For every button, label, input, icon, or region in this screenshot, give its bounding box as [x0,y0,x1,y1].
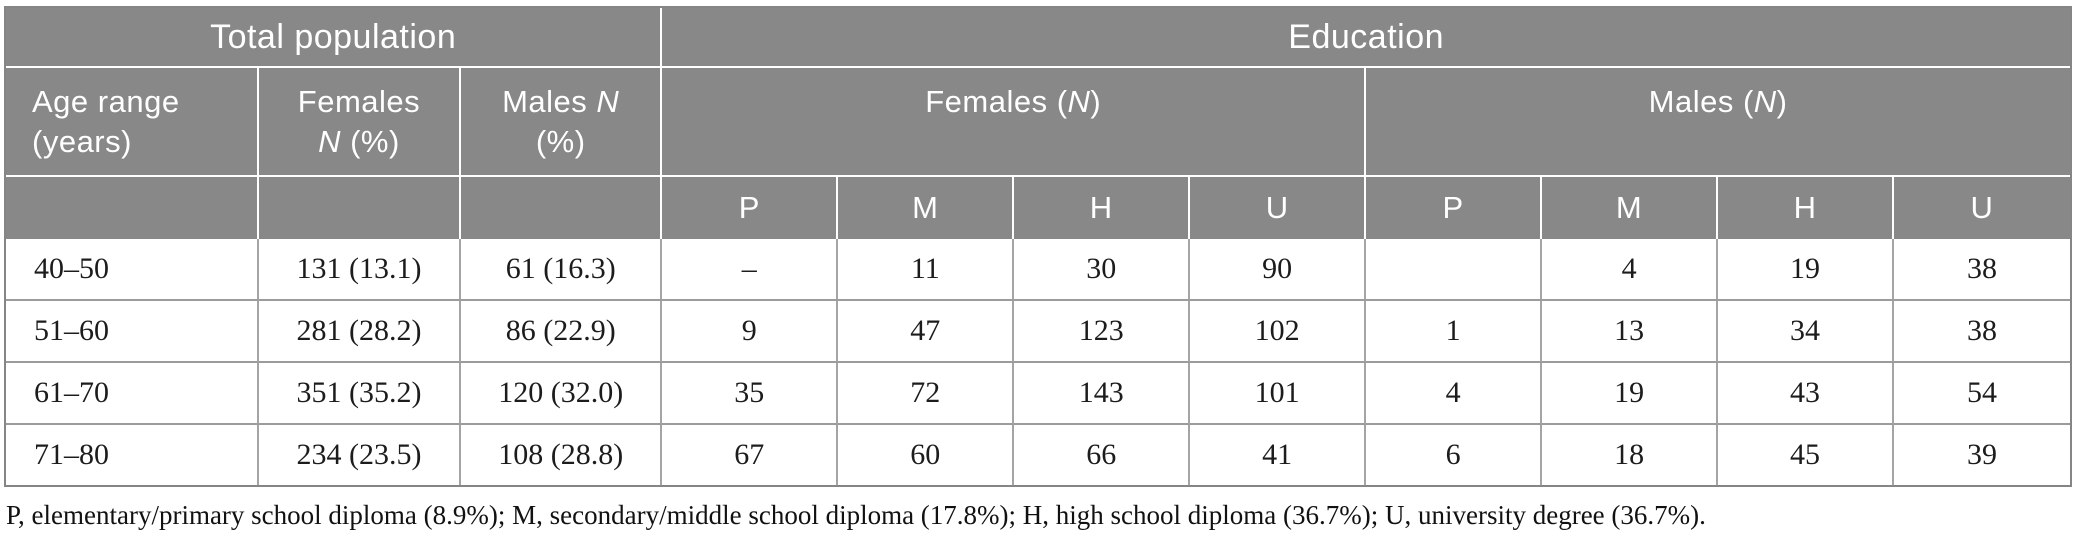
header-males-p: P [1366,177,1543,239]
header-females-u: U [1190,177,1367,239]
cell-females-total: 234 (23.5) [258,425,462,485]
males-n-post: ) [1776,84,1788,119]
cell-males-h: 19 [1718,239,1894,301]
cell-females-total: 131 (13.1) [258,239,462,301]
table-row: 51–60 281 (28.2) 86 (22.9) 9 47 123 102 … [6,301,2070,363]
table-row: 71–80 234 (23.5) 108 (28.8) 67 60 66 41 … [6,425,2070,485]
cell-females-total: 351 (35.2) [258,363,462,425]
females-n-italic: N [1067,84,1091,119]
males-total-line1: Males [502,84,597,119]
females-total-n: N [318,123,341,159]
header-males-total: Males N (%) [461,68,663,177]
header-empty-females [258,177,462,239]
cell-females-p: 67 [662,425,839,485]
males-n-italic: N [1753,84,1777,119]
header-males-u: U [1894,177,2070,239]
header-males-m: M [1542,177,1719,239]
cell-females-p: 35 [662,363,839,425]
cell-females-u: 102 [1190,301,1367,363]
females-n-pre: Females ( [925,84,1068,119]
males-total-n: N [596,84,620,119]
header-education: Education [662,8,2070,68]
header-males-h: H [1718,177,1894,239]
cell-males-total: 108 (28.8) [461,425,663,485]
cell-males-m: 4 [1542,239,1719,301]
females-n-post: ) [1090,84,1102,119]
cell-females-total: 281 (28.2) [258,301,462,363]
table-header: Total population Education Age range (yea… [6,8,2070,239]
cell-males-u: 38 [1894,301,2070,363]
cell-females-h: 123 [1014,301,1191,363]
header-empty-males [461,177,663,239]
males-total-pct: (%) [535,123,586,159]
cell-females-u: 41 [1190,425,1367,485]
header-empty-age [6,177,259,239]
table-body: 40–50 131 (13.1) 61 (16.3) – 11 30 90 4 … [6,239,2070,485]
table-footnote: P, elementary/primary school diploma (8.… [6,500,1706,530]
females-total-pct: (%) [340,123,400,159]
cell-age-range: 40–50 [6,239,259,301]
cell-females-p: – [662,239,839,301]
table-row: 61–70 351 (35.2) 120 (32.0) 35 72 143 10… [6,363,2070,425]
cell-females-h: 143 [1014,363,1191,425]
cell-males-p [1366,239,1543,301]
cell-females-u: 101 [1190,363,1367,425]
females-total-line1: Females [297,84,421,119]
cell-males-p: 6 [1366,425,1543,485]
cell-females-h: 66 [1014,425,1191,485]
cell-males-total: 86 (22.9) [461,301,663,363]
cell-males-p: 4 [1366,363,1543,425]
cell-males-u: 39 [1894,425,2070,485]
cell-males-h: 45 [1718,425,1894,485]
cell-age-range: 61–70 [6,363,259,425]
population-education-table: Total population Education Age range (yea… [4,6,2072,487]
cell-males-h: 34 [1718,301,1894,363]
cell-males-m: 18 [1542,425,1719,485]
header-row-subcolumns: P M H U P M H U [6,177,2070,239]
cell-females-p: 9 [662,301,839,363]
cell-females-u: 90 [1190,239,1367,301]
header-females-m: M [838,177,1015,239]
cell-females-m: 72 [838,363,1015,425]
cell-males-m: 19 [1542,363,1719,425]
cell-females-m: 11 [838,239,1015,301]
cell-males-total: 61 (16.3) [461,239,663,301]
cell-females-m: 47 [838,301,1015,363]
cell-age-range: 51–60 [6,301,259,363]
cell-males-h: 43 [1718,363,1894,425]
header-row-groups: Total population Education [6,8,2070,68]
cell-males-total: 120 (32.0) [461,363,663,425]
header-females-total: Females N (%) [258,68,462,177]
header-age-range: Age range (years) [6,68,259,177]
header-row-columns: Age range (years) Females N (%) Males N (%)… [6,68,2070,177]
cell-females-h: 30 [1014,239,1191,301]
age-range-line2: (years) [32,123,132,159]
header-females-education: Females (N) [662,68,1367,177]
males-n-pre: Males ( [1648,84,1754,119]
cell-age-range: 71–80 [6,425,259,485]
cell-males-p: 1 [1366,301,1543,363]
table-row: 40–50 131 (13.1) 61 (16.3) – 11 30 90 4 … [6,239,2070,301]
cell-males-u: 54 [1894,363,2070,425]
cell-females-m: 60 [838,425,1015,485]
cell-males-m: 13 [1542,301,1719,363]
age-range-line1: Age range [32,84,180,119]
header-males-education: Males (N) [1366,68,2070,177]
cell-males-u: 38 [1894,239,2070,301]
header-females-h: H [1014,177,1191,239]
header-females-p: P [662,177,839,239]
header-total-population: Total population [6,8,663,68]
